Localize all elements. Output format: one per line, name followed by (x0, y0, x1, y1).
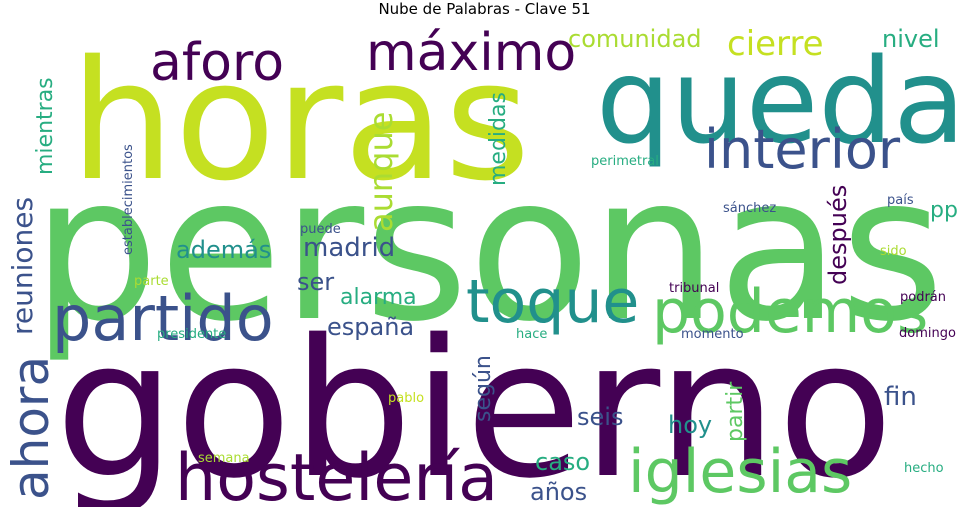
word-nivel: nivel (882, 25, 940, 53)
word-hostelería: hostelería (175, 441, 498, 507)
word-ser: ser (297, 268, 334, 296)
word-además: además (176, 236, 271, 264)
word-aforo: aforo (150, 33, 284, 93)
word-iglesias: iglesias (628, 437, 852, 507)
word-pp: pp (930, 198, 958, 223)
word-presidente: presidente (157, 327, 226, 342)
word-aunque: aunque (362, 112, 400, 232)
word-país: país (887, 193, 914, 208)
word-momento: momento (681, 327, 744, 342)
word-seis: seis (577, 403, 623, 431)
word-interior: interior (704, 118, 901, 181)
word-madrid: madrid (303, 233, 395, 263)
word-partir: partir (723, 381, 748, 442)
chart-title: Nube de Palabras - Clave 51 (378, 0, 591, 18)
word-después: después (824, 185, 852, 285)
word-puede: puede (300, 222, 341, 237)
word-mientras: mientras (33, 77, 58, 175)
word-podemos: podemos (652, 277, 928, 347)
word-comunidad: comunidad (568, 25, 702, 53)
word-tribunal: tribunal (669, 281, 719, 296)
word-máximo: máximo (366, 23, 576, 83)
word-españa: españa (327, 313, 414, 341)
word-parte: parte (134, 274, 169, 289)
word-caso: caso (535, 448, 590, 476)
word-toque: toque (466, 267, 639, 337)
word-domingo: domingo (899, 326, 956, 341)
word-queda: queda (596, 32, 966, 170)
word-hecho: hecho (904, 461, 944, 476)
word-podrán: podrán (900, 290, 946, 305)
word-años: años (530, 478, 587, 506)
word-horas: horas (70, 25, 530, 217)
word-hace: hace (516, 327, 547, 342)
word-hoy: hoy (668, 411, 712, 439)
word-alarma: alarma (340, 285, 417, 310)
word-cierre: cierre (727, 24, 824, 64)
word-pablo: pablo (388, 391, 424, 406)
word-medidas: medidas (486, 92, 511, 186)
word-fin: fin (884, 382, 917, 412)
word-ahora: ahora (2, 356, 60, 500)
word-partido: partido (52, 282, 274, 355)
word-gobierno: gobierno (55, 299, 894, 507)
word-reuniones: reuniones (6, 197, 39, 335)
word-semana: semana (198, 451, 250, 466)
word-sido: sido (880, 244, 907, 259)
word-perimetral: perimetral (591, 154, 659, 169)
word-sánchez: sánchez (723, 201, 776, 216)
word-según: según (471, 355, 496, 422)
word-personas: personas (32, 133, 944, 366)
word-establecimientos: establecimientos (121, 144, 136, 255)
